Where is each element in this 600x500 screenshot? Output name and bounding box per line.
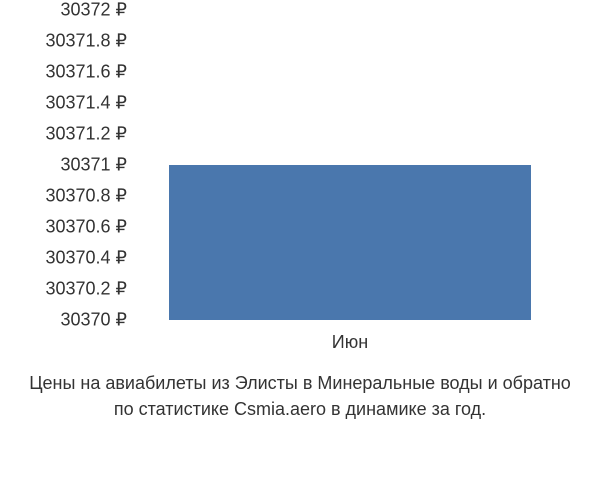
y-tick-label: 30371.4 ₽ bbox=[45, 93, 127, 114]
y-tick-label: 30371.8 ₽ bbox=[45, 31, 127, 52]
caption-line1: Цены на авиабилеты из Элисты в Минеральн… bbox=[29, 373, 571, 393]
y-tick-label: 30370.4 ₽ bbox=[45, 248, 127, 269]
price-chart: 30372 ₽30371.8 ₽30371.6 ₽30371.4 ₽30371.… bbox=[0, 10, 600, 340]
y-tick-label: 30371.6 ₽ bbox=[45, 62, 127, 83]
caption-line2: по статистике Csmia.aero в динамике за г… bbox=[114, 399, 486, 419]
y-tick-label: 30370.8 ₽ bbox=[45, 186, 127, 207]
bar bbox=[169, 165, 530, 320]
y-tick-label: 30370 ₽ bbox=[60, 310, 127, 331]
y-tick-label: 30372 ₽ bbox=[60, 0, 127, 21]
x-tick-label: Июн bbox=[332, 332, 368, 353]
y-tick-label: 30371 ₽ bbox=[60, 155, 127, 176]
x-axis: Июн bbox=[140, 332, 560, 362]
y-tick-label: 30371.2 ₽ bbox=[45, 124, 127, 145]
y-axis: 30372 ₽30371.8 ₽30371.6 ₽30371.4 ₽30371.… bbox=[0, 10, 135, 320]
chart-caption: Цены на авиабилеты из Элисты в Минеральн… bbox=[0, 370, 600, 422]
plot-area bbox=[140, 10, 558, 320]
y-tick-label: 30370.6 ₽ bbox=[45, 217, 127, 238]
y-tick-label: 30370.2 ₽ bbox=[45, 279, 127, 300]
